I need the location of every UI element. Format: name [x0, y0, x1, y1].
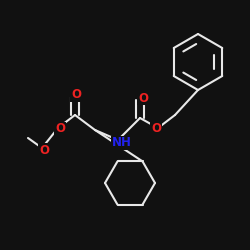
Text: O: O [71, 88, 81, 102]
Text: O: O [138, 92, 148, 104]
Text: O: O [39, 144, 49, 156]
Text: O: O [55, 122, 65, 136]
Text: O: O [151, 122, 161, 134]
Text: NH: NH [112, 136, 132, 149]
